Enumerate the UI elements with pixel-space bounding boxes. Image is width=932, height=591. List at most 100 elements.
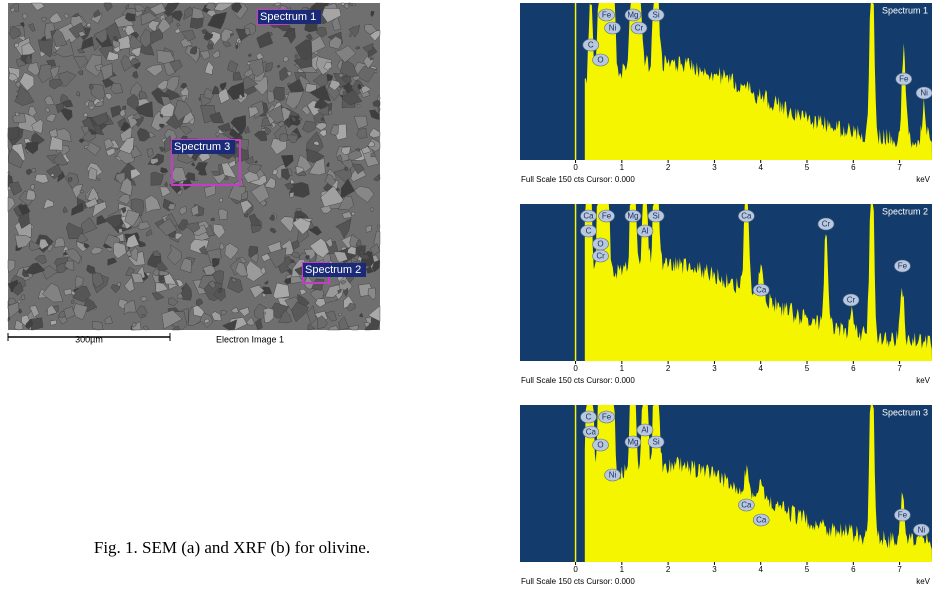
grain: [49, 78, 63, 90]
grain: [157, 218, 178, 236]
spectrum-label-bg: [258, 10, 321, 24]
grain: [177, 219, 189, 232]
grain: [76, 91, 81, 97]
grain: [117, 35, 133, 50]
grain: [243, 213, 249, 218]
grain: [100, 63, 113, 81]
grain: [224, 176, 229, 181]
grain: [53, 151, 69, 166]
grain: [116, 281, 121, 287]
spectrum-trace: [584, 405, 932, 562]
grain: [63, 288, 74, 296]
grain: [266, 90, 275, 104]
peak-marker: [913, 523, 930, 537]
grain: [55, 102, 65, 114]
x-tick-label: 6: [851, 364, 856, 373]
grain: [351, 3, 357, 7]
grain: [253, 130, 268, 142]
grain: [27, 62, 40, 77]
grain: [266, 105, 284, 124]
grain: [344, 166, 349, 172]
grain: [212, 223, 226, 239]
grain: [37, 39, 53, 58]
grain: [102, 78, 116, 88]
grain: [90, 83, 106, 101]
grain: [84, 54, 103, 77]
grain: [224, 243, 240, 260]
grain: [29, 305, 40, 318]
grain: [164, 14, 174, 25]
grain: [71, 290, 76, 296]
grain: [181, 282, 192, 301]
grain: [341, 89, 363, 106]
grain: [190, 204, 200, 216]
grain: [265, 62, 273, 73]
grain: [333, 251, 349, 263]
grain: [285, 29, 296, 44]
grain: [286, 134, 299, 144]
spectrum-title: Spectrum 3: [882, 407, 928, 417]
grain: [77, 70, 84, 76]
grain: [211, 85, 220, 95]
x-tick-label: 4: [758, 163, 763, 172]
grain: [306, 305, 317, 325]
x-tick-label: 0: [573, 364, 578, 373]
peak-marker: [592, 249, 609, 263]
grain: [363, 322, 370, 328]
peak-marker: [895, 72, 913, 86]
peak-marker: [647, 8, 665, 22]
grain: [297, 117, 302, 121]
peak-label: Ni: [920, 89, 928, 98]
grain: [142, 325, 150, 331]
footer: Full Scale 150 cts Cursor: 0.000: [521, 577, 635, 586]
grain: [25, 318, 34, 330]
grain: [120, 121, 131, 132]
grain: [321, 8, 342, 23]
x-tick-label: 2: [666, 163, 671, 172]
x-unit: keV: [916, 376, 930, 385]
peak-label: Ni: [609, 471, 617, 480]
grain: [361, 146, 372, 155]
grain: [206, 44, 214, 50]
peak-label: Mg: [627, 438, 638, 447]
grain: [305, 33, 313, 42]
grain: [79, 190, 84, 194]
grain: [248, 106, 260, 118]
grain: [299, 288, 307, 296]
peak-label: Fe: [898, 262, 908, 271]
grain: [92, 201, 107, 218]
grain: [359, 312, 364, 318]
peak-label: Cr: [847, 296, 856, 305]
grain: [263, 311, 267, 316]
grain: [292, 217, 312, 235]
grain: [176, 23, 181, 27]
grain: [8, 181, 23, 196]
grain: [160, 100, 175, 118]
grain: [14, 42, 19, 49]
grain: [231, 277, 238, 283]
grain: [92, 320, 104, 331]
grain: [218, 208, 228, 221]
grain: [313, 140, 320, 146]
x-tick-label: 4: [758, 565, 763, 574]
grain: [314, 122, 327, 131]
grain: [172, 326, 180, 331]
grain: [244, 27, 251, 36]
x-tick-label: 0: [573, 163, 578, 172]
grain: [213, 2, 234, 12]
grain: [278, 310, 293, 324]
grain: [369, 56, 374, 61]
spectrum-label-bg: [172, 140, 235, 154]
grain: [7, 196, 16, 213]
peak-label: C: [586, 413, 592, 422]
grain: [295, 166, 305, 175]
grain: [246, 316, 256, 326]
grain: [132, 71, 139, 79]
grain: [159, 114, 164, 118]
grain: [137, 221, 151, 231]
peak-label: Al: [641, 426, 648, 435]
grain: [119, 125, 133, 142]
grain: [149, 2, 167, 15]
grain: [357, 65, 377, 83]
